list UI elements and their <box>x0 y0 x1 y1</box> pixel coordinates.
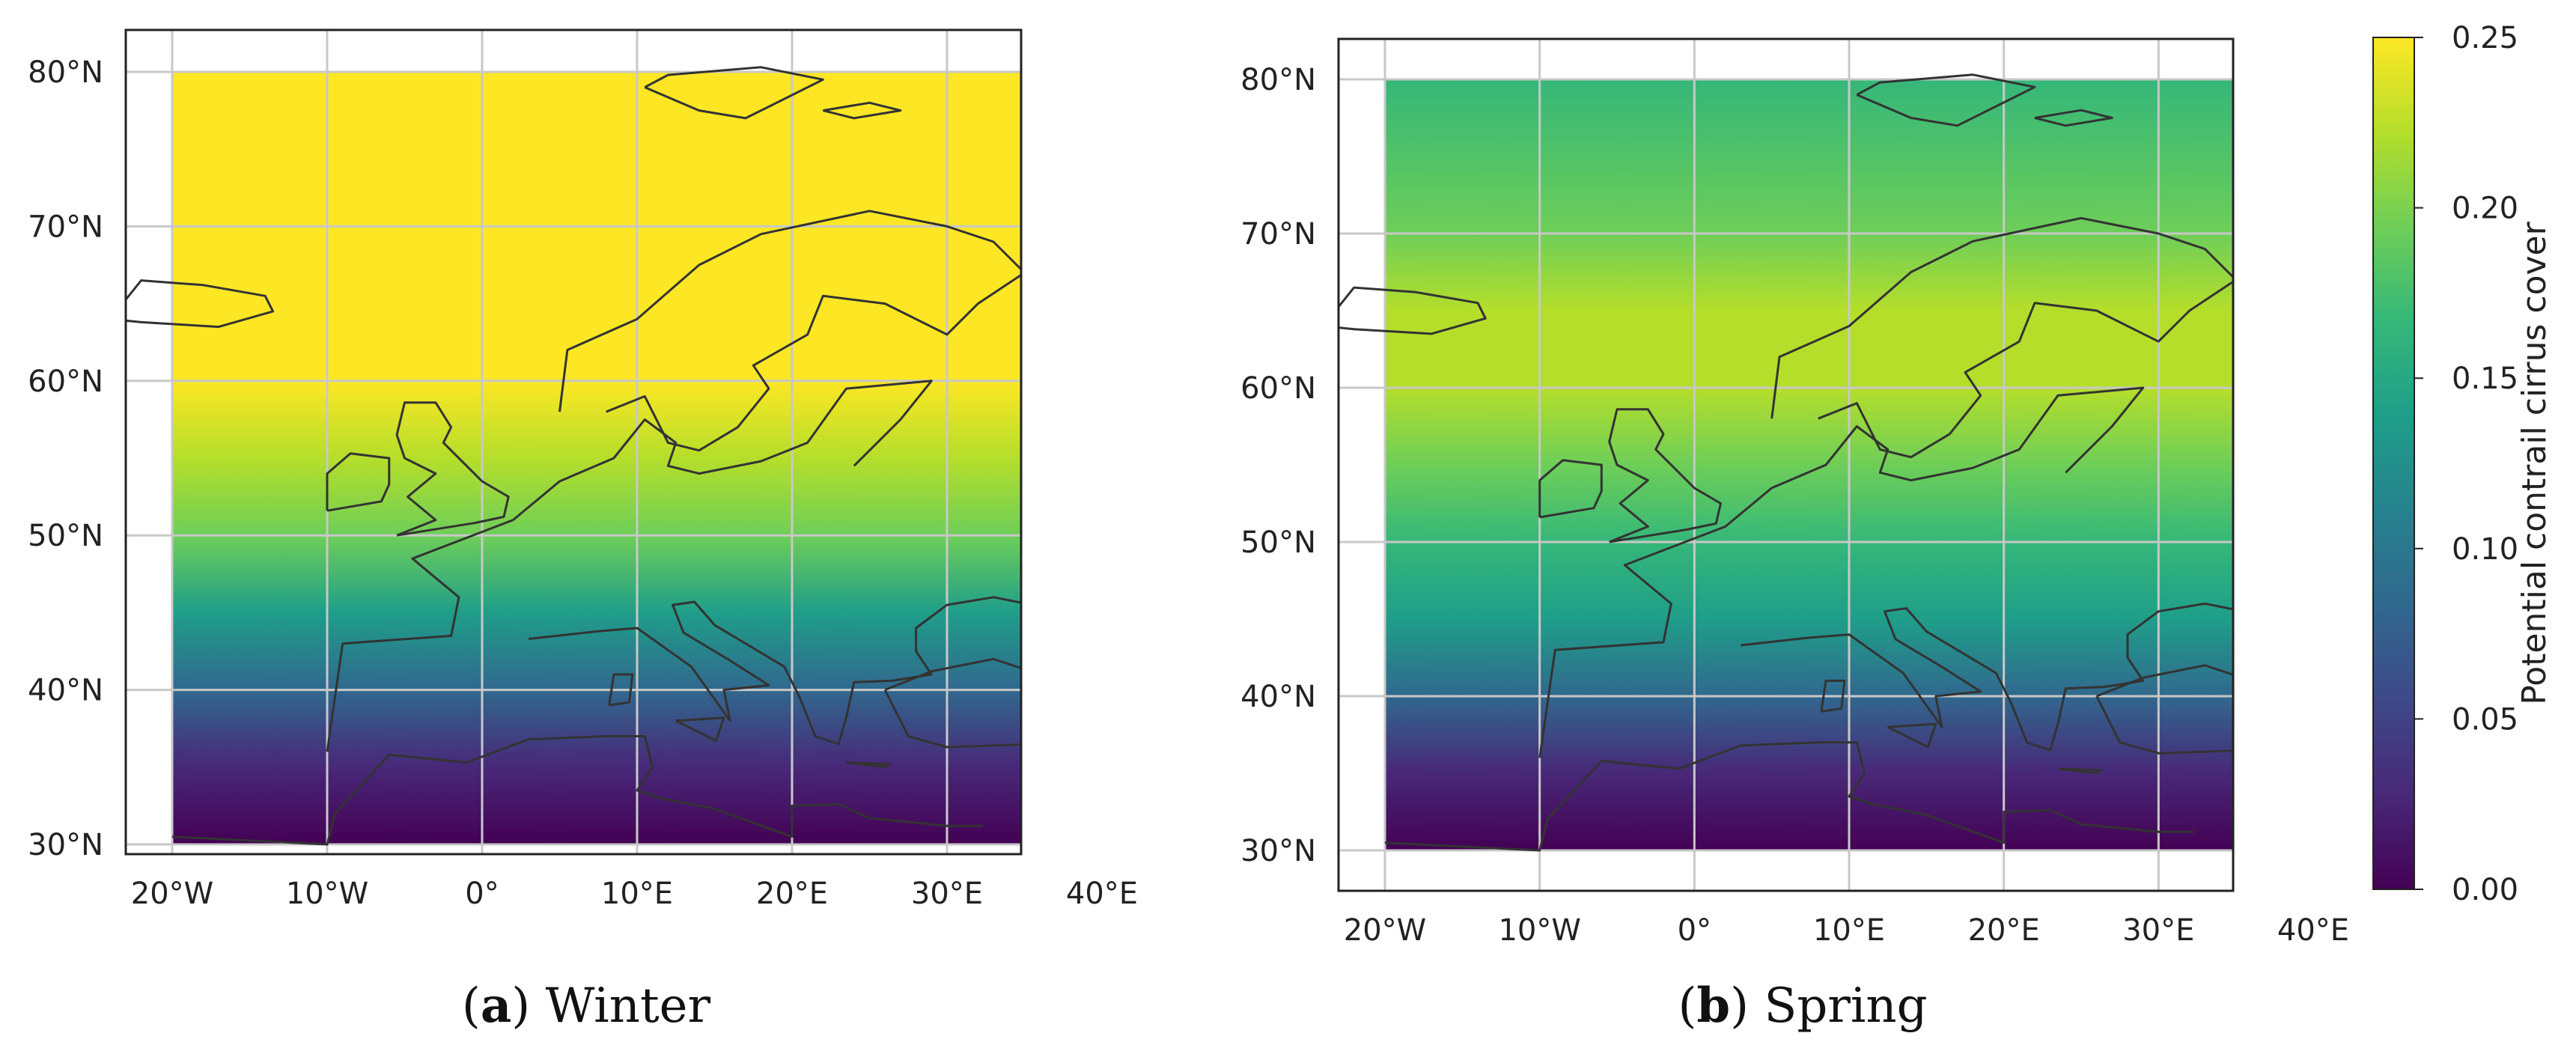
panel-spring: 20°W 10°W 0° 10°E 20°E 30°E 40°E 30°N 40°N 50°N 60… <box>1240 37 2349 948</box>
coastline <box>608 673 634 707</box>
y-tick-label: 80°N <box>28 55 103 90</box>
coastline <box>1856 73 2036 127</box>
x-tick-label: 20°E <box>756 877 828 911</box>
x-tick-label: 40°E <box>1066 877 1138 911</box>
colorbar-tick-label: 0.10 <box>2452 532 2518 567</box>
colorbar-tick-label: 0.25 <box>2452 21 2518 55</box>
heatmap-field <box>172 72 1021 844</box>
coastline <box>675 716 725 743</box>
colorbar-tick-label: 0.00 <box>2452 873 2518 907</box>
coastline <box>171 735 983 846</box>
coastline <box>2034 109 2113 127</box>
coastline <box>2095 664 2233 755</box>
coastline <box>644 66 824 120</box>
coastline <box>558 210 1021 452</box>
coastline <box>2057 767 2103 775</box>
coastline <box>1339 286 1487 335</box>
x-tick-label: 40°E <box>2277 913 2349 948</box>
coastline <box>326 452 391 512</box>
coastline <box>1887 722 1937 749</box>
coastline <box>1608 408 1722 543</box>
x-tick-label: 10°E <box>601 877 673 911</box>
x-tick-label: 0° <box>1678 913 1711 948</box>
colorbar-tick-label: 0.20 <box>2452 192 2518 226</box>
plot-frame <box>124 28 1023 856</box>
x-tick-label: 0° <box>465 877 499 911</box>
coastline <box>1741 602 2233 752</box>
coastline <box>528 596 1021 746</box>
y-tick-label: 30°N <box>28 828 103 862</box>
y-tick-label: 40°N <box>28 674 103 708</box>
y-tick-label: 70°N <box>1240 217 1316 252</box>
x-tick-label: 20°W <box>1344 913 1426 948</box>
colorbar-tick-label: 0.05 <box>2452 702 2518 737</box>
x-tick-label: 20°E <box>1968 913 2040 948</box>
panel-winter: 20°W 10°W 0° 10°E 20°E 30°E 40°E 30°N 40°N 50°N 60… <box>28 28 1138 911</box>
coastline <box>1538 459 1603 519</box>
colorbar-tick-label: 0.15 <box>2452 362 2518 396</box>
coastline <box>846 761 891 769</box>
coastline <box>883 657 1021 749</box>
coastline <box>126 279 275 329</box>
coastline <box>395 401 510 537</box>
y-tick-label: 50°N <box>1240 526 1316 560</box>
plot-frame <box>1337 37 2235 892</box>
coastline <box>1538 386 2145 758</box>
colorbar-bar <box>2372 37 2415 890</box>
y-tick-label: 40°N <box>1240 680 1316 714</box>
coastline <box>1384 741 2194 852</box>
y-tick-label: 60°N <box>1240 371 1316 406</box>
y-tick-label: 30°N <box>1240 834 1316 868</box>
y-tick-label: 80°N <box>1240 63 1316 97</box>
y-tick-label: 50°N <box>28 519 103 553</box>
coastline <box>1820 679 1846 713</box>
y-tick-label: 70°N <box>28 210 103 244</box>
coastline <box>823 101 902 120</box>
y-tick-label: 60°N <box>28 365 103 399</box>
heatmap-field <box>1385 79 2233 850</box>
colorbar: 0.00 0.05 0.10 0.15 0.20 0.25 Potential contra… <box>2372 21 2554 907</box>
x-tick-label: 30°E <box>911 877 983 911</box>
caption-b: (b) Spring <box>1678 978 1927 1034</box>
x-tick-label: 10°W <box>286 877 368 911</box>
coastline <box>326 380 933 752</box>
caption-a: (a) Winter <box>462 978 711 1034</box>
x-tick-label: 10°W <box>1498 913 1580 948</box>
coastline <box>1770 216 2233 459</box>
x-tick-label: 30°E <box>2122 913 2194 948</box>
x-tick-label: 10°E <box>1813 913 1885 948</box>
colorbar-label: Potential contrail cirrus cover <box>2515 221 2554 704</box>
x-tick-label: 20°W <box>131 877 213 911</box>
